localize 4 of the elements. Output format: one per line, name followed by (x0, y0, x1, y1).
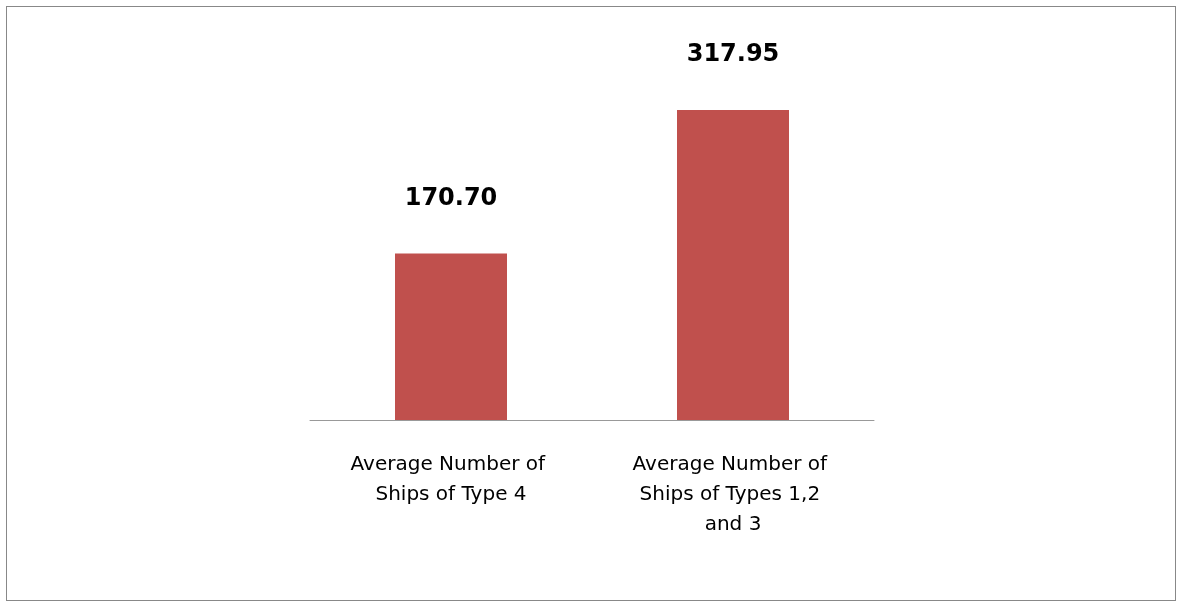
data-label: 317.95 (686, 39, 780, 67)
x-tick-label: Average Number of Ships of Type 4 (350, 451, 552, 505)
data-label: 170.70 (404, 182, 498, 211)
x-tick-label: Average Number of Ships of Types 1,2 and 3 (632, 451, 834, 535)
